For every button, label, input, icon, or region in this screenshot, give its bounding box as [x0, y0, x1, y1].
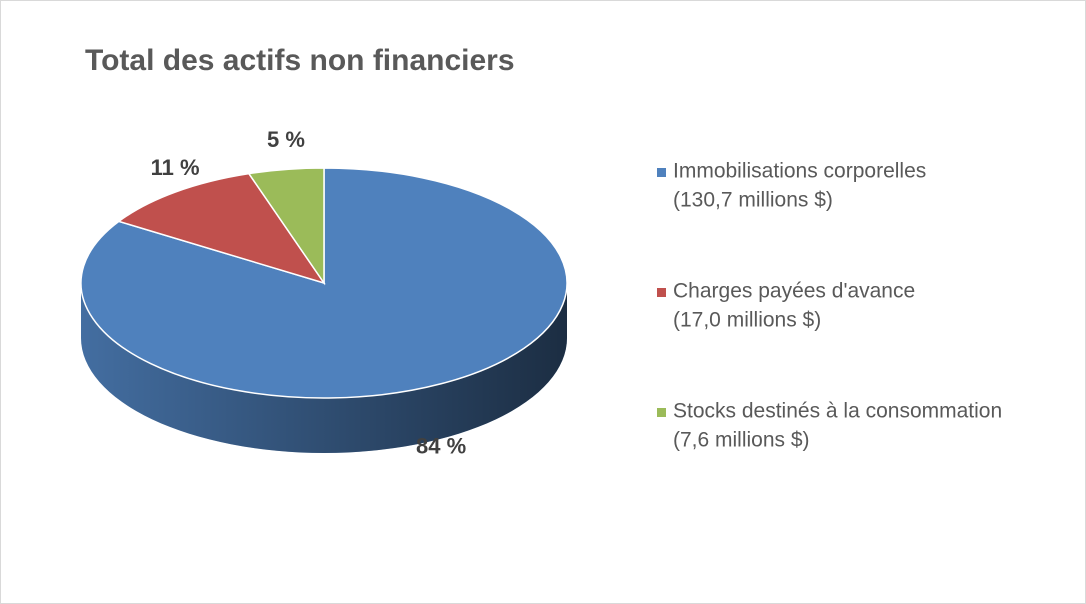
legend-swatch — [657, 168, 666, 177]
data-label: 84 % — [416, 433, 466, 458]
data-label: 5 % — [267, 127, 305, 152]
legend-detail: (130,7 millions $) — [673, 189, 833, 212]
side-shade — [81, 283, 567, 453]
legend-swatch — [657, 408, 666, 417]
legend-detail: (17,0 millions $) — [673, 309, 821, 332]
legend-label: Charges payées d'avance — [673, 280, 915, 303]
data-label: 11 % — [151, 155, 200, 180]
legend-swatch — [657, 288, 666, 297]
legend-label: Stocks destinés à la consommation — [673, 400, 1002, 423]
legend-label: Immobilisations corporelles — [673, 160, 926, 183]
pie-slice — [117, 172, 326, 285]
chart-title: Total des actifs non financiers — [85, 44, 515, 77]
pie-slice — [247, 167, 325, 286]
legend-detail: (7,6 millions $) — [673, 429, 810, 452]
